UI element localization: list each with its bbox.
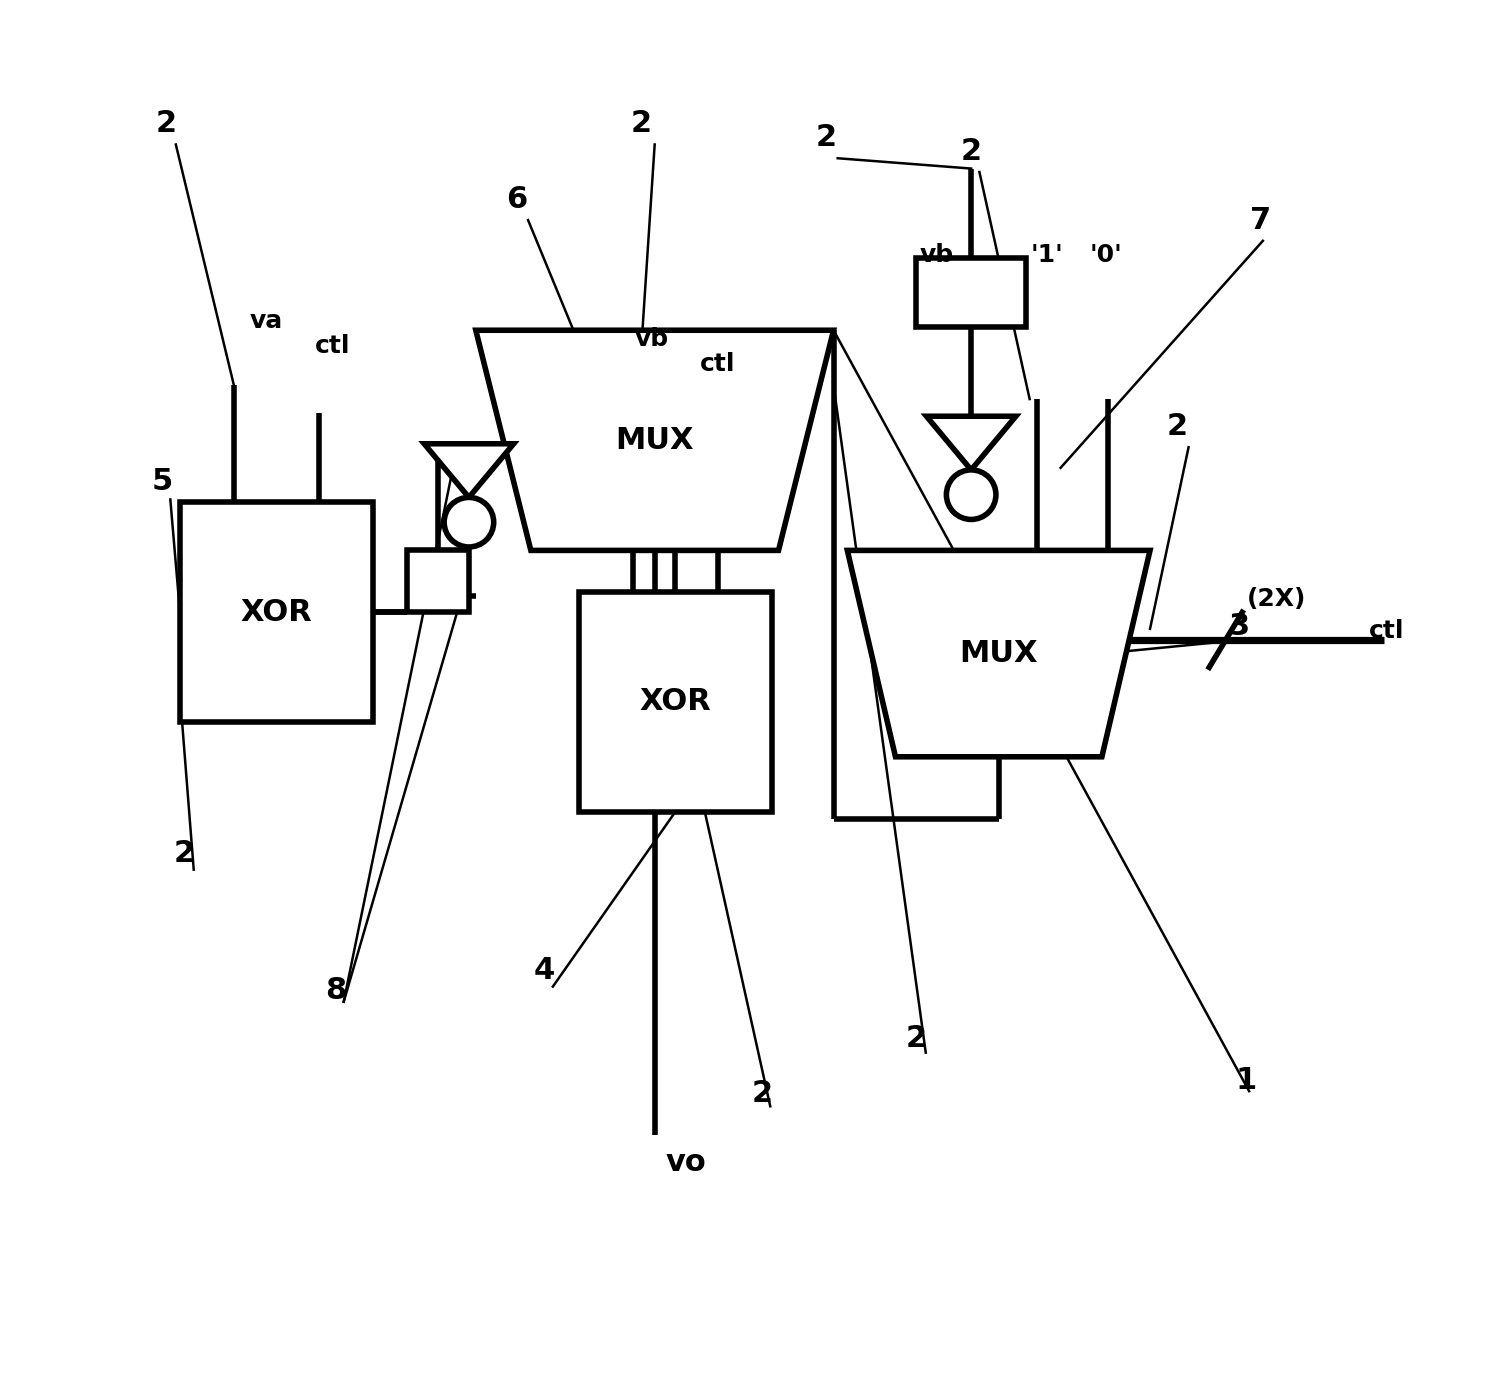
Text: 3: 3	[1229, 611, 1250, 641]
Text: '1': '1'	[1030, 244, 1063, 267]
Bar	[407, 550, 469, 612]
Polygon shape	[927, 417, 1015, 471]
Text: 2: 2	[631, 109, 652, 139]
Text: 1: 1	[1236, 1065, 1257, 1095]
Bar	[180, 502, 372, 722]
Polygon shape	[476, 330, 834, 550]
Text: 2: 2	[816, 122, 837, 153]
Text: XOR: XOR	[240, 597, 312, 627]
Polygon shape	[424, 444, 514, 498]
Text: XOR: XOR	[640, 687, 710, 717]
Text: 2: 2	[174, 838, 195, 868]
Text: 8: 8	[324, 976, 345, 1006]
Text: 2: 2	[751, 1079, 772, 1109]
Text: ctl: ctl	[700, 352, 736, 376]
Circle shape	[445, 498, 494, 548]
Text: '0': '0'	[1089, 244, 1122, 267]
Text: 2: 2	[1167, 411, 1188, 442]
Text: ctl: ctl	[1368, 619, 1404, 643]
Text: 2: 2	[961, 136, 982, 166]
Text: 6: 6	[506, 184, 527, 215]
Text: vb: vb	[919, 244, 954, 267]
Bar	[578, 592, 772, 812]
Bar	[916, 259, 1026, 327]
Polygon shape	[847, 550, 1151, 757]
Text: (2X): (2X)	[1247, 588, 1307, 611]
Text: MUX: MUX	[960, 638, 1038, 669]
Text: 5: 5	[152, 466, 173, 497]
Text: 2: 2	[906, 1024, 927, 1054]
Text: va: va	[249, 310, 284, 333]
Text: 7: 7	[1250, 205, 1271, 235]
Text: vb: vb	[635, 327, 668, 351]
Text: 4: 4	[535, 955, 556, 985]
Circle shape	[946, 471, 996, 520]
Text: ctl: ctl	[315, 334, 350, 358]
Text: vo: vo	[665, 1148, 707, 1178]
Text: 2: 2	[156, 109, 177, 139]
Text: MUX: MUX	[616, 425, 694, 455]
